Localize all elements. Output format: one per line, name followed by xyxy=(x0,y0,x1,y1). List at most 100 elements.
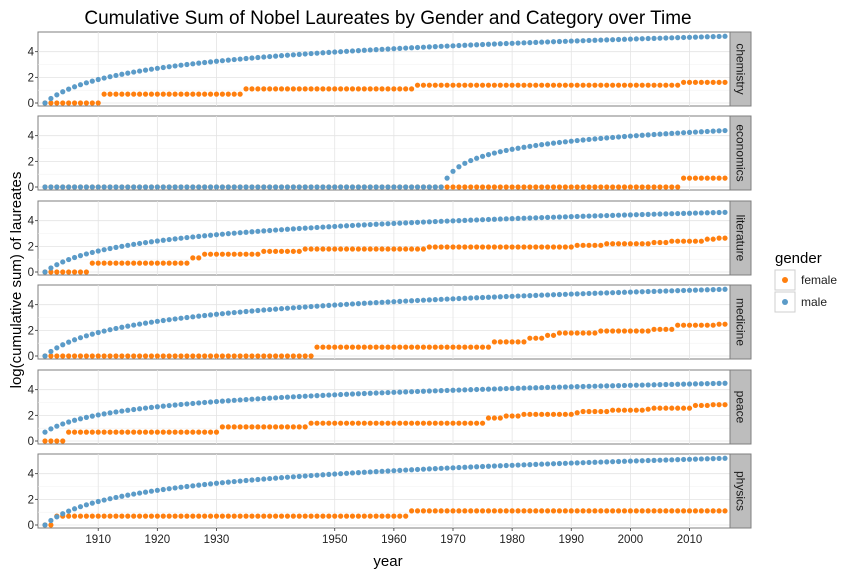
male-point xyxy=(219,231,225,237)
male-point xyxy=(627,212,633,218)
male-point xyxy=(267,306,273,313)
female-point xyxy=(349,420,356,426)
male-point xyxy=(255,476,261,483)
male-point xyxy=(77,82,84,88)
female-point xyxy=(101,353,107,359)
female-point xyxy=(633,328,639,334)
male-point xyxy=(225,398,231,404)
male-point xyxy=(414,388,421,395)
male-point xyxy=(71,337,78,343)
facet-strip-label: economics xyxy=(734,124,748,181)
female-point xyxy=(160,513,166,519)
male-point xyxy=(60,259,66,265)
male-point xyxy=(367,47,373,53)
female-point xyxy=(675,508,681,514)
female-point xyxy=(367,86,373,92)
male-point xyxy=(148,404,155,410)
female-point xyxy=(71,513,78,519)
female-point xyxy=(692,508,699,514)
male-point xyxy=(267,395,273,401)
male-point xyxy=(450,387,456,393)
male-point xyxy=(83,80,89,86)
male-point xyxy=(113,184,119,190)
male-point xyxy=(338,391,344,398)
female-point xyxy=(580,184,586,190)
male-point xyxy=(580,291,586,297)
female-point xyxy=(556,411,563,417)
female-point xyxy=(633,184,639,190)
female-point xyxy=(639,407,645,413)
male-point xyxy=(403,184,409,190)
male-point xyxy=(515,145,521,151)
male-point xyxy=(249,308,255,314)
female-point xyxy=(320,513,326,519)
male-point xyxy=(391,46,397,52)
female-point xyxy=(651,508,657,514)
female-point xyxy=(468,244,474,250)
female-point xyxy=(361,513,367,519)
female-point xyxy=(681,175,687,181)
male-point xyxy=(604,459,610,465)
male-point xyxy=(314,224,320,231)
male-point xyxy=(645,457,651,464)
female-point xyxy=(592,508,598,514)
female-point xyxy=(320,420,326,426)
female-point xyxy=(397,86,403,92)
male-point xyxy=(651,35,657,41)
male-point xyxy=(355,391,361,397)
male-point xyxy=(119,493,125,499)
male-point xyxy=(621,458,628,464)
male-point xyxy=(426,184,432,190)
male-point xyxy=(627,289,633,295)
male-point xyxy=(675,210,681,217)
male-point xyxy=(148,239,155,245)
female-point xyxy=(550,184,557,190)
male-point xyxy=(355,301,361,307)
female-point xyxy=(420,508,427,514)
x-axis: 1910 1920 1930 1950 1960 1970 1980 1990 2000 2010 xyxy=(85,528,702,546)
male-point xyxy=(403,467,409,473)
male-point xyxy=(367,221,373,228)
female-point xyxy=(261,86,267,92)
female-point xyxy=(137,429,143,435)
female-point xyxy=(101,513,107,519)
female-point xyxy=(521,339,527,345)
male-point xyxy=(243,477,249,484)
male-point xyxy=(397,184,403,190)
female-point xyxy=(314,420,320,426)
male-point xyxy=(598,459,604,465)
male-point xyxy=(119,184,125,190)
female-point xyxy=(178,353,184,359)
male-point xyxy=(621,382,628,389)
male-point xyxy=(409,389,415,395)
female-point xyxy=(509,184,515,190)
female-point xyxy=(249,424,255,430)
male-point xyxy=(615,212,622,218)
female-point xyxy=(290,248,296,254)
female-point xyxy=(633,241,639,247)
male-point xyxy=(184,61,190,68)
male-point xyxy=(497,41,503,47)
male-point xyxy=(533,292,539,298)
female-point xyxy=(669,326,675,332)
male-point xyxy=(184,234,190,241)
female-point xyxy=(598,508,604,514)
male-point xyxy=(379,184,385,190)
male-point xyxy=(633,458,639,464)
male-point xyxy=(562,38,568,44)
male-point xyxy=(178,235,184,241)
female-point xyxy=(237,353,243,359)
female-point xyxy=(125,353,131,359)
female-point xyxy=(675,322,681,328)
male-point xyxy=(95,184,101,190)
female-point xyxy=(686,79,693,85)
female-point xyxy=(716,508,722,514)
male-point xyxy=(479,153,486,159)
female-point xyxy=(225,251,231,257)
male-point xyxy=(503,385,509,392)
female-point xyxy=(219,251,225,257)
male-point xyxy=(284,226,291,232)
male-point xyxy=(237,309,243,315)
female-point xyxy=(267,353,273,359)
legend-key-point xyxy=(782,277,788,283)
